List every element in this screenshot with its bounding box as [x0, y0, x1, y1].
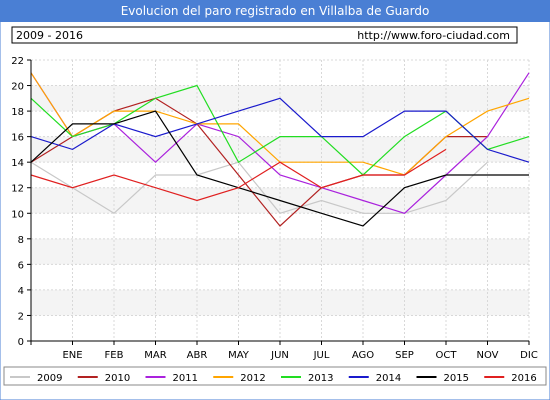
source-url: http://www.foro-ciudad.com — [357, 29, 510, 42]
legend-label-2011: 2011 — [173, 373, 198, 384]
x-tick-label: FEB — [105, 350, 124, 361]
y-tick-label: 10 — [11, 209, 24, 220]
x-tick-label: JUN — [270, 350, 289, 361]
x-tick-label: ENE — [62, 350, 82, 361]
series-lines — [30, 72, 530, 227]
subtitle-box — [11, 26, 518, 44]
y-tick-label: 12 — [11, 184, 24, 195]
x-tick-label: AGO — [352, 350, 374, 361]
title-bar — [0, 0, 550, 22]
x-tick-label: MAY — [228, 350, 250, 361]
y-tick-label: 20 — [11, 82, 24, 93]
y-tick-label: 16 — [11, 133, 24, 144]
y-tick-label: 18 — [11, 107, 24, 118]
x-tick-label: ABR — [187, 350, 208, 361]
legend-label-2013: 2013 — [308, 373, 333, 384]
series-line-2016 — [30, 148, 447, 202]
y-tick-label: 22 — [11, 56, 24, 67]
x-tick-label: NOV — [476, 350, 498, 361]
y-tick-label: 4 — [18, 286, 24, 297]
y-tick-label: 6 — [18, 260, 24, 271]
legend-box — [3, 366, 547, 386]
x-tick-label: MAR — [144, 350, 166, 361]
period-label: 2009 - 2016 — [16, 29, 83, 42]
chart-title: Evolucion del paro registrado en Villalb… — [121, 4, 430, 18]
series-line-2015 — [30, 110, 529, 227]
legend-label-2010: 2010 — [105, 373, 130, 384]
legend-label-2015: 2015 — [444, 373, 469, 384]
legend-label-2012: 2012 — [240, 373, 265, 384]
x-tick-label: SEP — [395, 350, 414, 361]
y-tick-label: 8 — [18, 235, 24, 246]
y-tick-label: 14 — [11, 158, 24, 169]
legend: 2009 2010 2011 2012 2013 2014 2015 2016 — [3, 366, 547, 386]
y-tick-label: 0 — [18, 337, 24, 348]
series-line-2009 — [30, 161, 488, 215]
y-tick-label: 2 — [18, 311, 24, 322]
legend-label-2016: 2016 — [511, 373, 536, 384]
x-tick-label: OCT — [436, 350, 458, 361]
x-tick-label: JUL — [313, 350, 330, 361]
plot-band — [31, 289, 529, 316]
legend-label-2009: 2009 — [37, 373, 62, 384]
axes: 0 2 4 6 8 10 12 14 16 18 20 22 ENE FEB MAR ABR MAY JUN JUL… — [11, 56, 538, 361]
legend-label-2014: 2014 — [376, 373, 401, 384]
x-tick-label: DIC — [520, 350, 538, 361]
